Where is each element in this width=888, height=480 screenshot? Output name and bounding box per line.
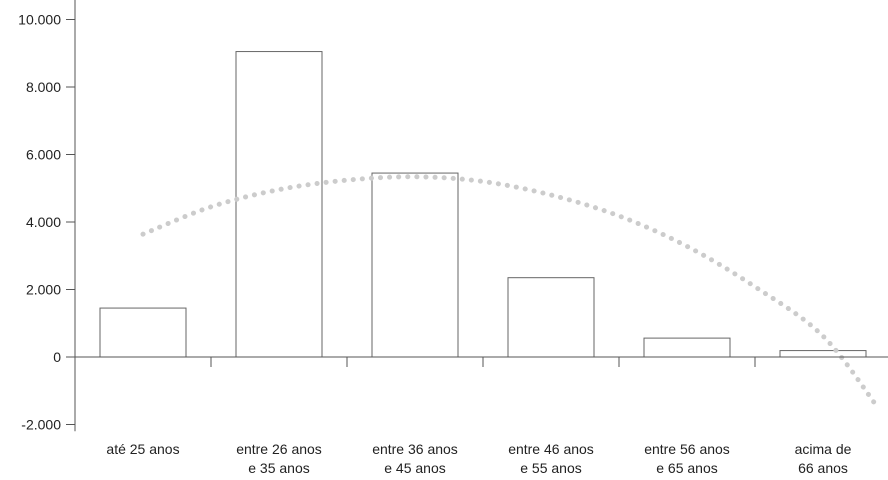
- bar: [371, 172, 459, 358]
- x-category-label-line: e 45 anos: [384, 460, 446, 476]
- x-category-label: entre 36 anos e 45 anos: [372, 441, 458, 476]
- y-tick-label: 0: [53, 349, 61, 365]
- x-category-label-line: entre 46 anos: [508, 441, 594, 457]
- x-category-label: entre 46 anos e 55 anos: [508, 441, 594, 476]
- y-tick-label: 2.000: [26, 282, 61, 298]
- trendline-path: [140, 174, 880, 410]
- bar: [643, 337, 731, 358]
- x-category-label: acima de 66 anos: [795, 441, 852, 476]
- y-axis: 10.000 8.000 6.000 4.000 2.000 0 -2.000: [18, 0, 76, 433]
- y-tick-label: 10.000: [18, 12, 61, 28]
- x-category-label-line: e 55 anos: [520, 460, 582, 476]
- y-tick-label: 4.000: [26, 214, 61, 230]
- bar: [99, 307, 187, 358]
- x-category-label: até 25 anos: [106, 441, 179, 457]
- trendline: [140, 174, 880, 410]
- bar: [507, 277, 595, 358]
- x-category-label: entre 56 anos e 65 anos: [644, 441, 730, 476]
- x-category-label-line: 66 anos: [798, 460, 848, 476]
- x-category-label-line: até 25 anos: [106, 441, 179, 457]
- bars: [99, 51, 867, 358]
- x-category-label-line: e 35 anos: [248, 460, 310, 476]
- bar: [235, 51, 323, 358]
- x-category-label-line: entre 36 anos: [372, 441, 458, 457]
- y-tick-label: -2.000: [21, 417, 61, 433]
- y-tick-label: 8.000: [26, 79, 61, 95]
- bar: [779, 350, 867, 358]
- x-axis: até 25 anos entre 26 anos e 35 anos entre 3…: [75, 356, 888, 476]
- y-tick-label: 6.000: [26, 147, 61, 163]
- x-category-label-line: acima de: [795, 441, 852, 457]
- x-category-label: entre 26 anos e 35 anos: [236, 441, 322, 476]
- x-category-label-line: entre 56 anos: [644, 441, 730, 457]
- x-category-label-line: e 65 anos: [656, 460, 718, 476]
- x-category-label-line: entre 26 anos: [236, 441, 322, 457]
